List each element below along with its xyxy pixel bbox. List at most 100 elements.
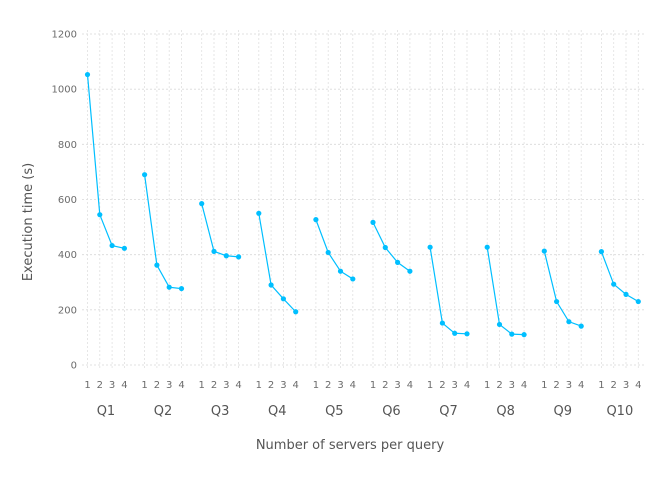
x-tick-label: 4 [521,380,527,391]
group-label: Q10 [606,404,633,419]
series-line-q7 [429,247,468,335]
data-point [178,285,185,292]
data-point [166,284,172,290]
data-point [395,259,401,265]
data-point [280,296,286,302]
data-point [464,331,470,337]
y-tick-label: 800 [58,140,77,151]
y-axis-ticks: 0 200 400 600 800 1000 1200 [52,30,77,372]
data-point [521,332,527,338]
x-tick-label: 4 [121,380,127,391]
x-tick-label: 1 [370,380,376,391]
x-tick-label: 3 [394,380,400,391]
x-tick-label: 3 [337,380,343,391]
panel-q7: 1 2 3 4 Q7 [427,30,470,419]
y-tick-label: 1200 [52,30,77,41]
y-axis-title: Execution time (s) [21,163,36,281]
data-point [337,268,344,274]
data-point [382,244,388,251]
data-point [268,282,274,288]
data-point [313,217,319,223]
data-point [623,291,629,297]
x-tick-label: 4 [350,380,356,391]
data-point [439,320,445,326]
y-tick-label: 0 [71,361,77,372]
panel-q6: 1 2 3 4 Q6 [370,30,413,419]
x-tick-label: 3 [566,380,572,391]
data-point [611,281,617,287]
x-tick-label: 2 [268,380,274,391]
data-point [598,249,605,255]
data-point [635,298,641,305]
series-line-q9 [543,250,582,327]
y-tick-label: 1000 [52,85,77,96]
series-line-q2 [144,174,182,290]
data-point [109,242,115,249]
data-point [293,309,299,315]
group-label: Q9 [553,404,572,419]
x-tick-label: 3 [109,380,115,391]
data-point [541,248,547,254]
series-line-q1 [86,74,125,249]
x-tick-label: 4 [178,380,184,391]
group-label: Q7 [439,404,458,419]
panel-q2: 1 2 3 4 Q2 [141,30,185,419]
data-point [554,298,560,305]
data-point [199,201,205,207]
series-line-q10 [600,251,639,303]
data-point [325,249,331,256]
data-point [256,210,262,216]
x-tick-label: 4 [464,380,470,391]
x-tick-label: 4 [578,380,584,391]
x-tick-label: 1 [256,380,262,391]
panel-q1: 1 2 3 4 Q1 [84,30,128,419]
x-tick-label: 3 [223,380,229,391]
x-tick-label: 2 [382,380,388,391]
panel-q10: 1 2 3 4 Q10 [598,30,641,419]
data-point [427,244,433,250]
x-tick-label: 1 [313,380,319,391]
x-tick-label: 3 [280,380,286,391]
x-axis-title: Number of servers per query [256,438,445,453]
x-tick-label: 1 [541,380,547,391]
x-tick-label: 3 [166,380,172,391]
data-point [407,268,413,274]
y-tick-label: 400 [58,250,77,261]
x-tick-label: 2 [154,380,160,391]
x-tick-label: 1 [484,380,490,391]
series-line-q6 [372,222,411,272]
panel-q8: 1 2 3 4 Q8 [484,30,527,419]
data-point [370,219,376,225]
group-label: Q8 [496,404,515,419]
panel-q5: 1 2 3 4 Q5 [313,30,356,419]
data-point [223,253,229,259]
x-tick-label: 2 [611,380,617,391]
x-tick-label: 1 [427,380,433,391]
series-line-q4 [258,213,297,313]
data-point [121,245,127,251]
data-point [154,262,160,268]
x-tick-label: 1 [199,380,205,391]
data-point [350,276,356,282]
x-tick-label: 2 [439,380,445,391]
y-tick-label: 200 [58,305,77,316]
data-point [97,212,103,218]
data-point [211,248,217,254]
x-tick-label: 2 [553,380,559,391]
grid-lines [82,33,646,366]
x-tick-label: 4 [293,380,299,391]
x-tick-label: 2 [97,380,103,391]
data-point [509,331,515,337]
x-tick-label: 4 [407,380,413,391]
group-label: Q3 [211,404,230,419]
data-point [578,323,584,329]
data-point [84,71,91,78]
y-tick-label: 600 [58,195,77,206]
group-label: Q6 [382,404,401,419]
series-line-q5 [315,219,354,280]
data-point [452,330,458,336]
x-tick-label: 3 [509,380,515,391]
x-tick-label: 2 [211,380,217,391]
group-label: Q5 [325,404,344,419]
